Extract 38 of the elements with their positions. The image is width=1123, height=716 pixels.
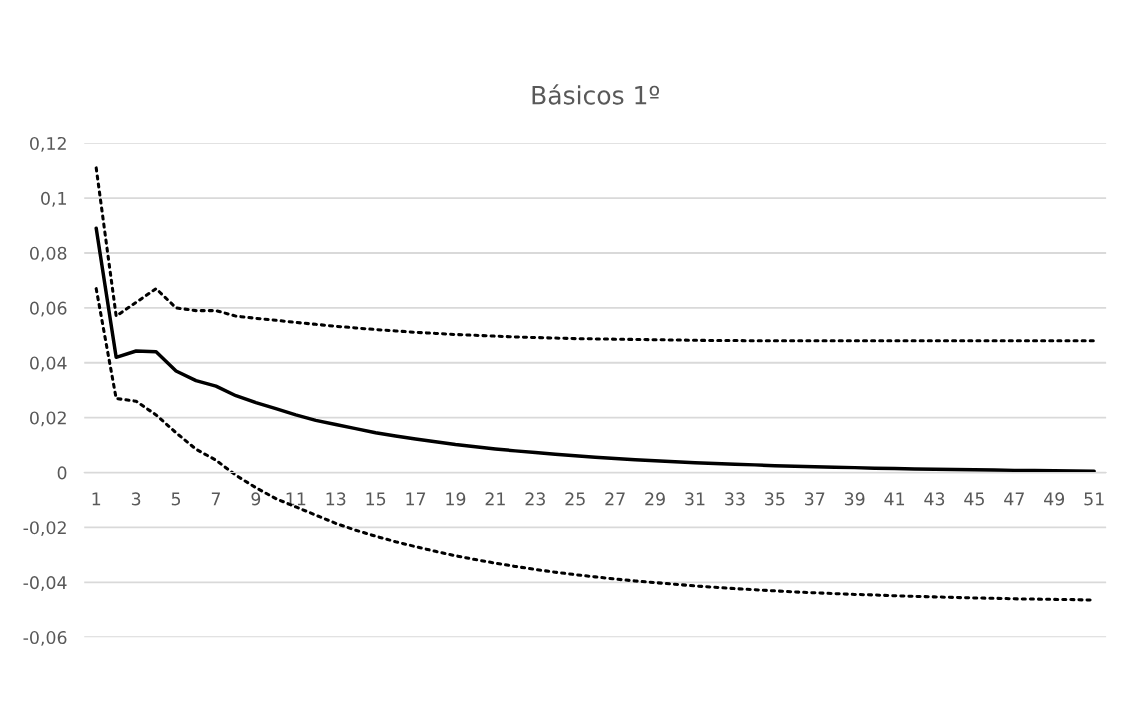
y-tick-label: 0,08 [30,246,67,262]
x-tick-label: 51 [1084,492,1104,506]
x-tick-label: 1 [92,492,101,506]
x-tick-label: 47 [1004,492,1024,506]
y-tick-label: -0,06 [23,630,67,646]
x-tick-label: 5 [171,492,181,506]
x-tick-label: 29 [645,492,665,506]
y-tick-label: 0,12 [30,136,66,152]
x-tick-label: 43 [924,492,945,506]
y-tick-label: 0 [57,466,67,480]
x-tick-label: 15 [366,492,386,506]
y-tick-label: 0,1 [41,191,66,207]
x-tick-label: 13 [326,492,346,506]
x-tick-label: 39 [844,492,865,506]
x-tick-label: 23 [525,492,545,506]
x-tick-label: 3 [131,492,141,506]
chart-title: Básicos 1º [532,84,660,105]
x-tick-label: 33 [725,492,745,506]
x-tick-label: 17 [406,492,426,506]
x-tick-label: 37 [805,492,825,506]
x-tick-label: 45 [964,492,984,506]
x-tick-label: 35 [765,492,785,506]
line-series [94,166,1096,343]
line-series [94,226,1096,473]
y-tick-label: 0,02 [30,411,66,427]
x-tick-label: 25 [565,492,585,506]
y-tick-label: -0,02 [23,521,66,537]
y-tick-label: 0,04 [30,356,67,372]
y-tick-label: -0,04 [23,576,67,591]
x-tick-label: 41 [884,492,905,506]
x-tick-label: 31 [685,492,705,506]
x-tick-label: 21 [485,492,505,506]
x-tick-label: 9 [251,492,261,506]
x-tick-label: 27 [605,492,625,506]
y-tick-label: 0,06 [30,301,67,317]
x-tick-label: 7 [211,492,220,506]
x-tick-label: 19 [446,492,466,506]
x-tick-label: 49 [1044,492,1065,506]
